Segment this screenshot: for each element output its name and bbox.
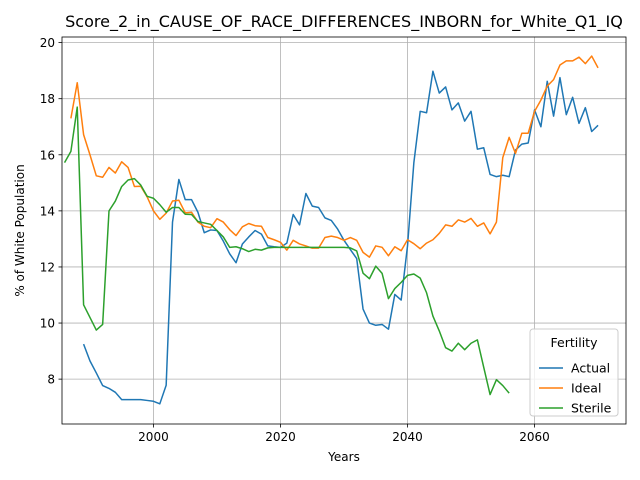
legend-box [529, 328, 619, 417]
y-tick-label: 10 [40, 317, 55, 331]
chart-title: Score_2_in_CAUSE_OF_RACE_DIFFERENCES_INB… [65, 12, 623, 32]
series-line-sterile [63, 106, 510, 396]
x-tick-label: 2020 [265, 430, 296, 444]
y-axis-label: % of White Population [13, 164, 27, 296]
y-tick-label: 18 [40, 92, 55, 106]
x-tick-label: 2040 [392, 430, 423, 444]
axis-ticks: 2000 2020 2040 2060 8 10 12 14 16 18 20 [40, 36, 550, 444]
series-line-ideal [70, 55, 599, 258]
y-tick-label: 14 [40, 204, 55, 218]
grid [62, 37, 626, 424]
x-axis-label: Years [327, 450, 360, 464]
legend: Fertility Actual Ideal Sterile [529, 328, 619, 417]
legend-label-ideal: Ideal [571, 381, 601, 396]
y-tick-label: 8 [47, 373, 55, 387]
legend-label-sterile: Sterile [571, 401, 612, 416]
plot-frame [61, 36, 627, 425]
y-tick-label: 16 [40, 148, 55, 162]
series-lines [63, 55, 599, 405]
x-tick-label: 2060 [519, 430, 550, 444]
legend-title: Fertility [551, 335, 599, 350]
legend-label-actual: Actual [571, 361, 610, 376]
y-tick-label: 12 [40, 260, 55, 274]
y-tick-label: 20 [40, 36, 55, 50]
x-tick-label: 2000 [138, 430, 169, 444]
legend-items: Actual Ideal Sterile [539, 361, 612, 416]
series-line-actual [82, 70, 599, 405]
